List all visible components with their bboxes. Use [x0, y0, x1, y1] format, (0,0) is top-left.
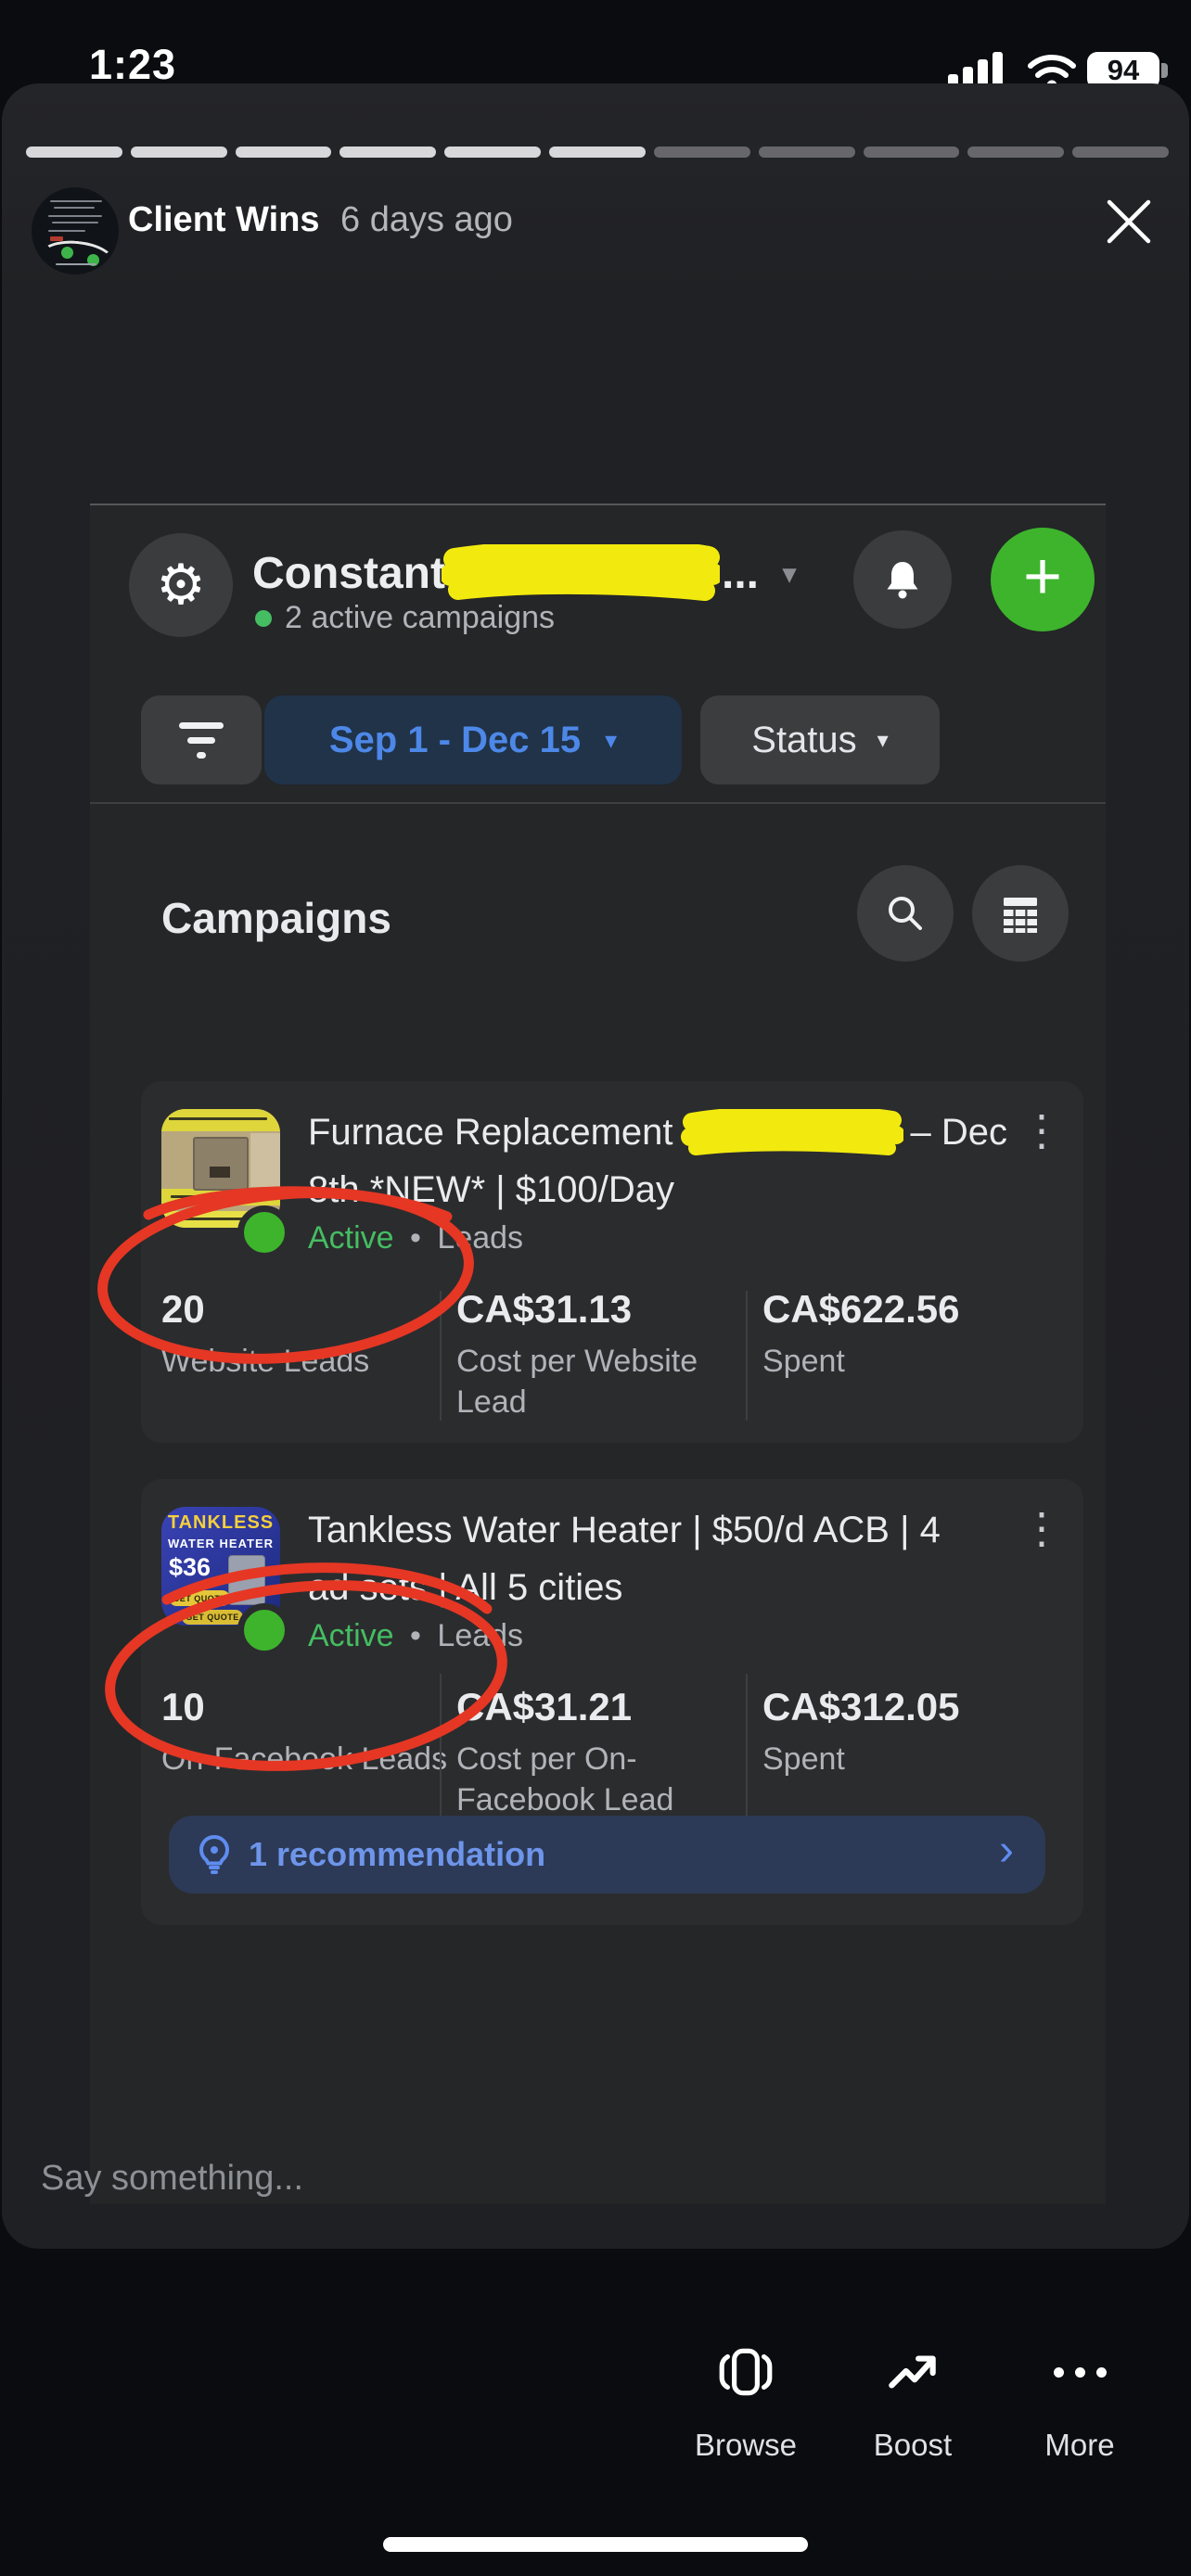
- chevron-down-icon: ▾: [605, 725, 618, 754]
- metric-results: 10 On-Facebook Leads: [161, 1685, 448, 1777]
- cellular-signal-icon: [948, 52, 1003, 89]
- search-button[interactable]: [857, 865, 954, 962]
- account-selector[interactable]: Constant ... ▾: [252, 544, 796, 602]
- date-range-label: Sep 1 - Dec 15: [328, 719, 582, 760]
- account-name: Constant: [252, 548, 445, 598]
- home-indicator[interactable]: [383, 2537, 808, 2552]
- battery-cap: [1161, 63, 1168, 78]
- story-author-name: Client Wins: [128, 200, 320, 239]
- nav-boost[interactable]: Boost: [839, 2340, 987, 2463]
- battery-percent: 94: [1107, 54, 1140, 86]
- active-status-dot: [255, 609, 272, 627]
- recommendation-banner[interactable]: 1 recommendation ›: [169, 1816, 1045, 1894]
- settings-button[interactable]: ⚙: [129, 533, 233, 637]
- metric-cost-per-result: CA$31.21 Cost per On-Facebook Lead: [456, 1685, 674, 1817]
- account-subtitle: 2 active campaigns: [285, 600, 556, 635]
- campaign-card-tankless[interactable]: TANKLESS WATER HEATER $36 GET QUOTE GET …: [141, 1479, 1083, 1925]
- campaign-card-furnace[interactable]: Furnace Replacement – Dec 8th *NEW* | $1…: [141, 1081, 1083, 1443]
- metric-spent: CA$622.56 Spent: [762, 1287, 960, 1379]
- reply-input[interactable]: Say something...: [41, 2159, 304, 2198]
- metric-spent: CA$312.05 Spent: [762, 1685, 960, 1777]
- filters-button[interactable]: [141, 695, 262, 784]
- story-timestamp: 6 days ago: [340, 200, 513, 239]
- chevron-down-icon: ▾: [877, 727, 889, 753]
- lightbulb-icon: [198, 1834, 230, 1874]
- campaigns-section-title: Campaigns: [161, 894, 391, 942]
- story-card: Client Wins 6 days ago ⚙ Constant ...: [2, 83, 1189, 2249]
- status-filter-button[interactable]: Status ▾: [700, 695, 940, 784]
- campaign-objective: Leads: [437, 1220, 524, 1256]
- metric-results: 20 Website Leads: [161, 1287, 370, 1379]
- redaction-scribble: [441, 544, 720, 601]
- nav-browse[interactable]: Browse: [672, 2340, 820, 2463]
- bell-icon: [887, 562, 918, 599]
- nav-more[interactable]: More: [1005, 2340, 1154, 2463]
- story-avatar[interactable]: [32, 187, 119, 274]
- campaign-objective: Leads: [437, 1618, 524, 1653]
- chevron-right-icon: ›: [999, 1826, 1014, 1875]
- campaign-status: Active: [308, 1618, 394, 1653]
- kebab-menu-icon[interactable]: ⋮: [1020, 1106, 1063, 1154]
- create-campaign-button[interactable]: +: [991, 528, 1095, 631]
- more-dots-icon: [1053, 2366, 1107, 2378]
- filter-icon: [179, 721, 224, 759]
- redaction-scribble: [680, 1109, 903, 1155]
- close-icon[interactable]: [1102, 195, 1156, 249]
- section-divider: [90, 802, 1106, 804]
- metric-cost-per-result: CA$31.13 Cost per Website Lead: [456, 1287, 698, 1420]
- recommendation-label: 1 recommendation: [249, 1835, 546, 1873]
- ads-manager-screenshot: ⚙ Constant ... ▾ 2 active campaigns: [90, 504, 1106, 2204]
- boost-trend-icon: [889, 2355, 936, 2389]
- gear-icon: ⚙: [156, 554, 206, 616]
- search-icon: [889, 897, 922, 930]
- campaign-status: Active: [308, 1220, 394, 1256]
- battery-icon: 94: [1087, 52, 1159, 89]
- table-grid-icon: [1004, 898, 1037, 933]
- account-name-truncation: ...: [721, 548, 759, 598]
- clock-time: 1:23: [89, 41, 177, 88]
- date-range-button[interactable]: Sep 1 - Dec 15 ▾: [264, 695, 682, 784]
- story-progress-bar: [26, 147, 1169, 158]
- active-status-dot: [237, 1603, 291, 1657]
- notifications-button[interactable]: [853, 530, 952, 629]
- plus-icon: +: [1022, 540, 1063, 614]
- active-status-dot: [237, 1205, 291, 1259]
- campaign-title: Furnace Replacement – Dec 8th *NEW* | $1…: [308, 1103, 1022, 1218]
- kebab-menu-icon[interactable]: ⋮: [1020, 1504, 1063, 1552]
- browse-stories-icon: [719, 2348, 773, 2396]
- status-filter-label: Status: [751, 719, 857, 760]
- campaign-title: Tankless Water Heater | $50/d ACB | 4 ad…: [308, 1510, 941, 1608]
- chevron-down-icon: ▾: [783, 558, 797, 588]
- table-view-button[interactable]: [972, 865, 1069, 962]
